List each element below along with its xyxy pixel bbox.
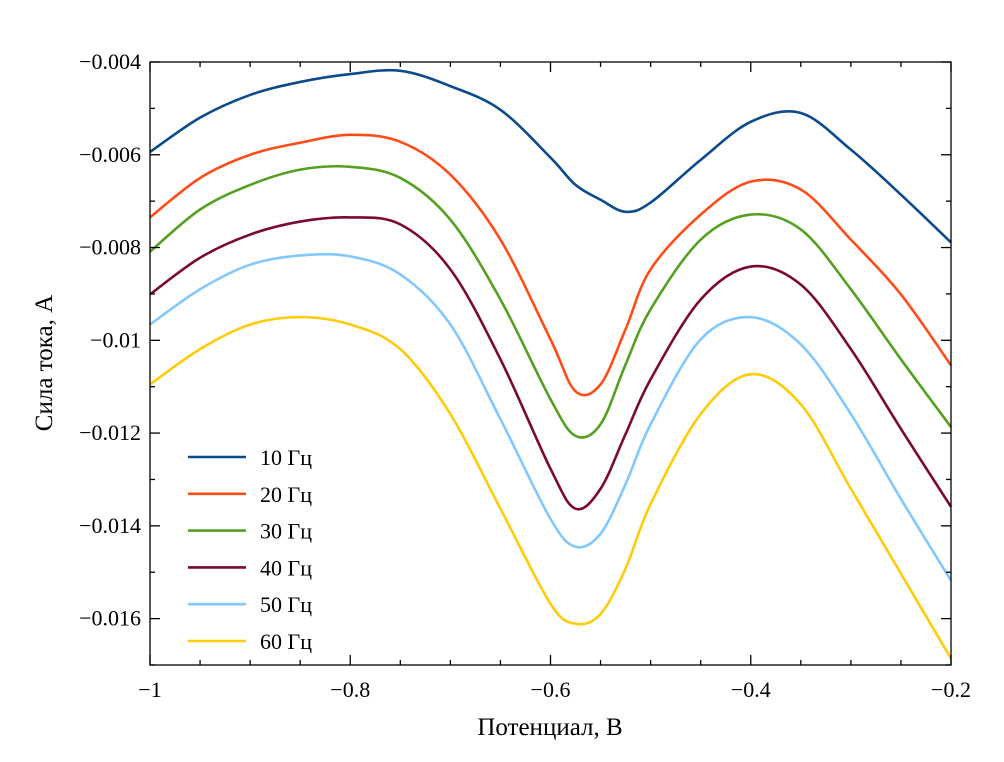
x-tick-label: −0.4 (731, 677, 771, 702)
series-line-4 (149, 216, 953, 511)
ticks-layer: −1 −0.8 −0.6 −0.4 −0.2 −0.004 −0.006 −0.008 −0.0… (79, 49, 971, 702)
series-line-5 (149, 252, 953, 582)
series-line-6 (149, 315, 953, 660)
legend-label: 30 Гц (260, 519, 312, 544)
y-tick-label: −0.012 (79, 420, 141, 445)
series-line-3 (149, 164, 953, 439)
x-tick-label: −1 (138, 677, 161, 702)
legend-label: 40 Гц (260, 555, 312, 580)
y-tick-label: −0.014 (79, 513, 141, 538)
y-tick-label: −0.006 (79, 142, 141, 167)
series-line-2 (149, 133, 953, 397)
y-axis-label: Сила тока, А (31, 295, 58, 431)
series-layer (149, 68, 953, 660)
x-tick-label: −0.6 (531, 677, 571, 702)
legend-label: 20 Гц (260, 482, 312, 507)
y-tick-label: −0.016 (79, 606, 141, 631)
series-line-1 (149, 68, 952, 244)
x-axis-label: Потенциал, В (477, 714, 622, 741)
y-tick-label: −0.004 (79, 49, 141, 74)
legend: 10 Гц 20 Гц 30 Гц 40 Гц 50 Гц 60 Гц (188, 445, 312, 654)
y-tick-label: −0.01 (90, 327, 141, 352)
legend-label: 10 Гц (260, 445, 312, 470)
legend-label: 50 Гц (260, 592, 312, 617)
x-tick-label: −0.2 (931, 677, 971, 702)
legend-label: 60 Гц (260, 629, 312, 654)
x-tick-label: −0.8 (330, 677, 370, 702)
y-tick-label: −0.008 (79, 235, 141, 260)
